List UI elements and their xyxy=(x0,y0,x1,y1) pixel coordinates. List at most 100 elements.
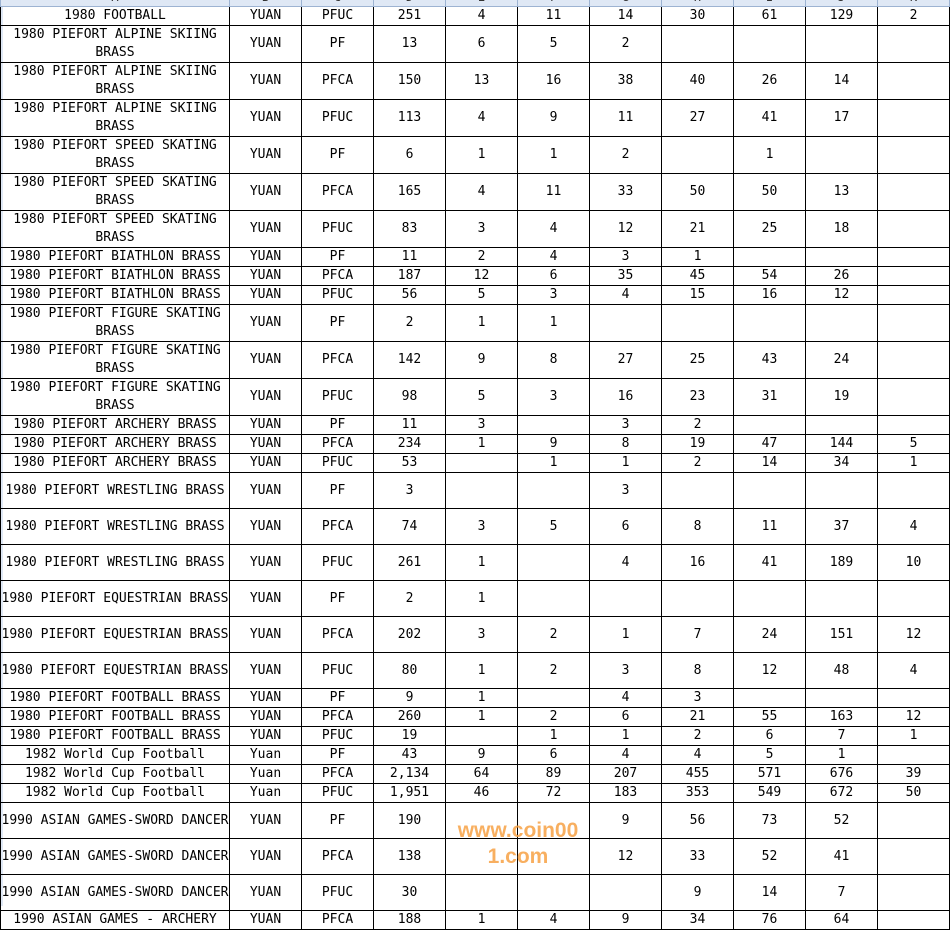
cell-e[interactable] xyxy=(445,453,518,473)
cell-e[interactable]: 1 xyxy=(445,544,518,581)
cell-k[interactable] xyxy=(877,62,950,100)
cell-a[interactable]: 1980 PIEFORT ARCHERY BRASS xyxy=(0,434,230,454)
cell-c[interactable]: PFUC xyxy=(301,285,374,305)
cell-b[interactable]: YUAN xyxy=(229,247,302,267)
cell-g[interactable]: 4 xyxy=(589,285,662,305)
cell-a[interactable]: 1982 World Cup Football xyxy=(0,745,230,765)
cell-i[interactable]: 16 xyxy=(733,285,806,305)
cell-h[interactable]: 3 xyxy=(661,688,734,708)
cell-e[interactable]: 6 xyxy=(445,25,518,63)
cell-d[interactable]: 202 xyxy=(373,616,446,653)
cell-f[interactable]: 2 xyxy=(517,616,590,653)
cell-j[interactable]: 26 xyxy=(805,266,878,286)
cell-a[interactable]: 1980 PIEFORT WRESTLING BRASS xyxy=(0,544,230,581)
cell-g[interactable] xyxy=(589,874,662,911)
cell-d[interactable]: 6 xyxy=(373,136,446,174)
cell-e[interactable]: 64 xyxy=(445,764,518,784)
cell-d[interactable]: 142 xyxy=(373,341,446,379)
cell-h[interactable]: 56 xyxy=(661,802,734,839)
cell-i[interactable]: 14 xyxy=(733,874,806,911)
cell-b[interactable]: YUAN xyxy=(229,508,302,545)
cell-f[interactable] xyxy=(517,580,590,617)
cell-g[interactable]: 3 xyxy=(589,652,662,689)
cell-i[interactable]: 61 xyxy=(733,6,806,26)
cell-a[interactable]: 1980 PIEFORT FOOTBALL BRASS xyxy=(0,688,230,708)
cell-h[interactable] xyxy=(661,25,734,63)
cell-d[interactable]: 83 xyxy=(373,210,446,248)
cell-g[interactable]: 9 xyxy=(589,802,662,839)
cell-i[interactable]: 549 xyxy=(733,783,806,803)
cell-k[interactable] xyxy=(877,25,950,63)
cell-j[interactable]: 48 xyxy=(805,652,878,689)
cell-g[interactable]: 4 xyxy=(589,544,662,581)
cell-g[interactable]: 9 xyxy=(589,910,662,930)
cell-f[interactable]: 16 xyxy=(517,62,590,100)
cell-k[interactable]: 10 xyxy=(877,544,950,581)
cell-c[interactable]: PFUC xyxy=(301,783,374,803)
cell-b[interactable]: Yuan xyxy=(229,764,302,784)
cell-g[interactable]: 33 xyxy=(589,173,662,211)
cell-a[interactable]: 1980 FOOTBALL xyxy=(0,6,230,26)
cell-g[interactable]: 183 xyxy=(589,783,662,803)
cell-a[interactable]: 1980 PIEFORT SPEED SKATING BRASS xyxy=(0,136,230,174)
cell-e[interactable] xyxy=(445,726,518,746)
cell-h[interactable]: 21 xyxy=(661,210,734,248)
cell-a[interactable]: 1980 PIEFORT FIGURE SKATING BRASS xyxy=(0,341,230,379)
cell-i[interactable]: 24 xyxy=(733,616,806,653)
cell-i[interactable] xyxy=(733,247,806,267)
cell-b[interactable]: YUAN xyxy=(229,802,302,839)
cell-e[interactable]: 1 xyxy=(445,688,518,708)
cell-j[interactable]: 18 xyxy=(805,210,878,248)
cell-e[interactable]: 3 xyxy=(445,415,518,435)
cell-b[interactable]: Yuan xyxy=(229,783,302,803)
cell-f[interactable] xyxy=(517,415,590,435)
cell-b[interactable]: YUAN xyxy=(229,726,302,746)
cell-b[interactable]: YUAN xyxy=(229,707,302,727)
cell-b[interactable]: YUAN xyxy=(229,580,302,617)
cell-b[interactable]: Yuan xyxy=(229,745,302,765)
cell-h[interactable] xyxy=(661,472,734,509)
cell-k[interactable] xyxy=(877,378,950,416)
cell-e[interactable]: 1 xyxy=(445,580,518,617)
cell-j[interactable] xyxy=(805,472,878,509)
cell-i[interactable]: 41 xyxy=(733,544,806,581)
cell-c[interactable]: PFCA xyxy=(301,838,374,875)
cell-j[interactable]: 37 xyxy=(805,508,878,545)
cell-f[interactable]: 1 xyxy=(517,726,590,746)
cell-j[interactable]: 7 xyxy=(805,874,878,911)
cell-a[interactable]: 1980 PIEFORT ALPINE SKIING BRASS xyxy=(0,99,230,137)
cell-c[interactable]: PF xyxy=(301,136,374,174)
cell-f[interactable] xyxy=(517,688,590,708)
cell-e[interactable]: 12 xyxy=(445,266,518,286)
cell-d[interactable]: 98 xyxy=(373,378,446,416)
cell-c[interactable]: PF xyxy=(301,688,374,708)
cell-j[interactable]: 52 xyxy=(805,802,878,839)
cell-d[interactable]: 165 xyxy=(373,173,446,211)
cell-g[interactable]: 12 xyxy=(589,210,662,248)
cell-c[interactable]: PF xyxy=(301,802,374,839)
cell-i[interactable]: 5 xyxy=(733,745,806,765)
cell-b[interactable]: YUAN xyxy=(229,378,302,416)
cell-c[interactable]: PFUC xyxy=(301,453,374,473)
cell-a[interactable]: 1980 PIEFORT FIGURE SKATING BRASS xyxy=(0,304,230,342)
cell-f[interactable] xyxy=(517,874,590,911)
cell-d[interactable]: 234 xyxy=(373,434,446,454)
cell-g[interactable]: 8 xyxy=(589,434,662,454)
cell-h[interactable]: 1 xyxy=(661,247,734,267)
cell-e[interactable]: 5 xyxy=(445,285,518,305)
cell-g[interactable]: 12 xyxy=(589,838,662,875)
cell-e[interactable]: 46 xyxy=(445,783,518,803)
cell-a[interactable]: 1980 PIEFORT BIATHLON BRASS xyxy=(0,285,230,305)
cell-b[interactable]: YUAN xyxy=(229,25,302,63)
cell-j[interactable]: 24 xyxy=(805,341,878,379)
cell-b[interactable]: YUAN xyxy=(229,688,302,708)
cell-f[interactable]: 5 xyxy=(517,25,590,63)
cell-k[interactable]: 1 xyxy=(877,726,950,746)
cell-g[interactable]: 4 xyxy=(589,688,662,708)
cell-g[interactable]: 11 xyxy=(589,99,662,137)
cell-d[interactable]: 3 xyxy=(373,472,446,509)
cell-k[interactable]: 12 xyxy=(877,707,950,727)
cell-a[interactable]: 1980 PIEFORT ALPINE SKIING BRASS xyxy=(0,25,230,63)
cell-d[interactable]: 188 xyxy=(373,910,446,930)
cell-d[interactable]: 74 xyxy=(373,508,446,545)
